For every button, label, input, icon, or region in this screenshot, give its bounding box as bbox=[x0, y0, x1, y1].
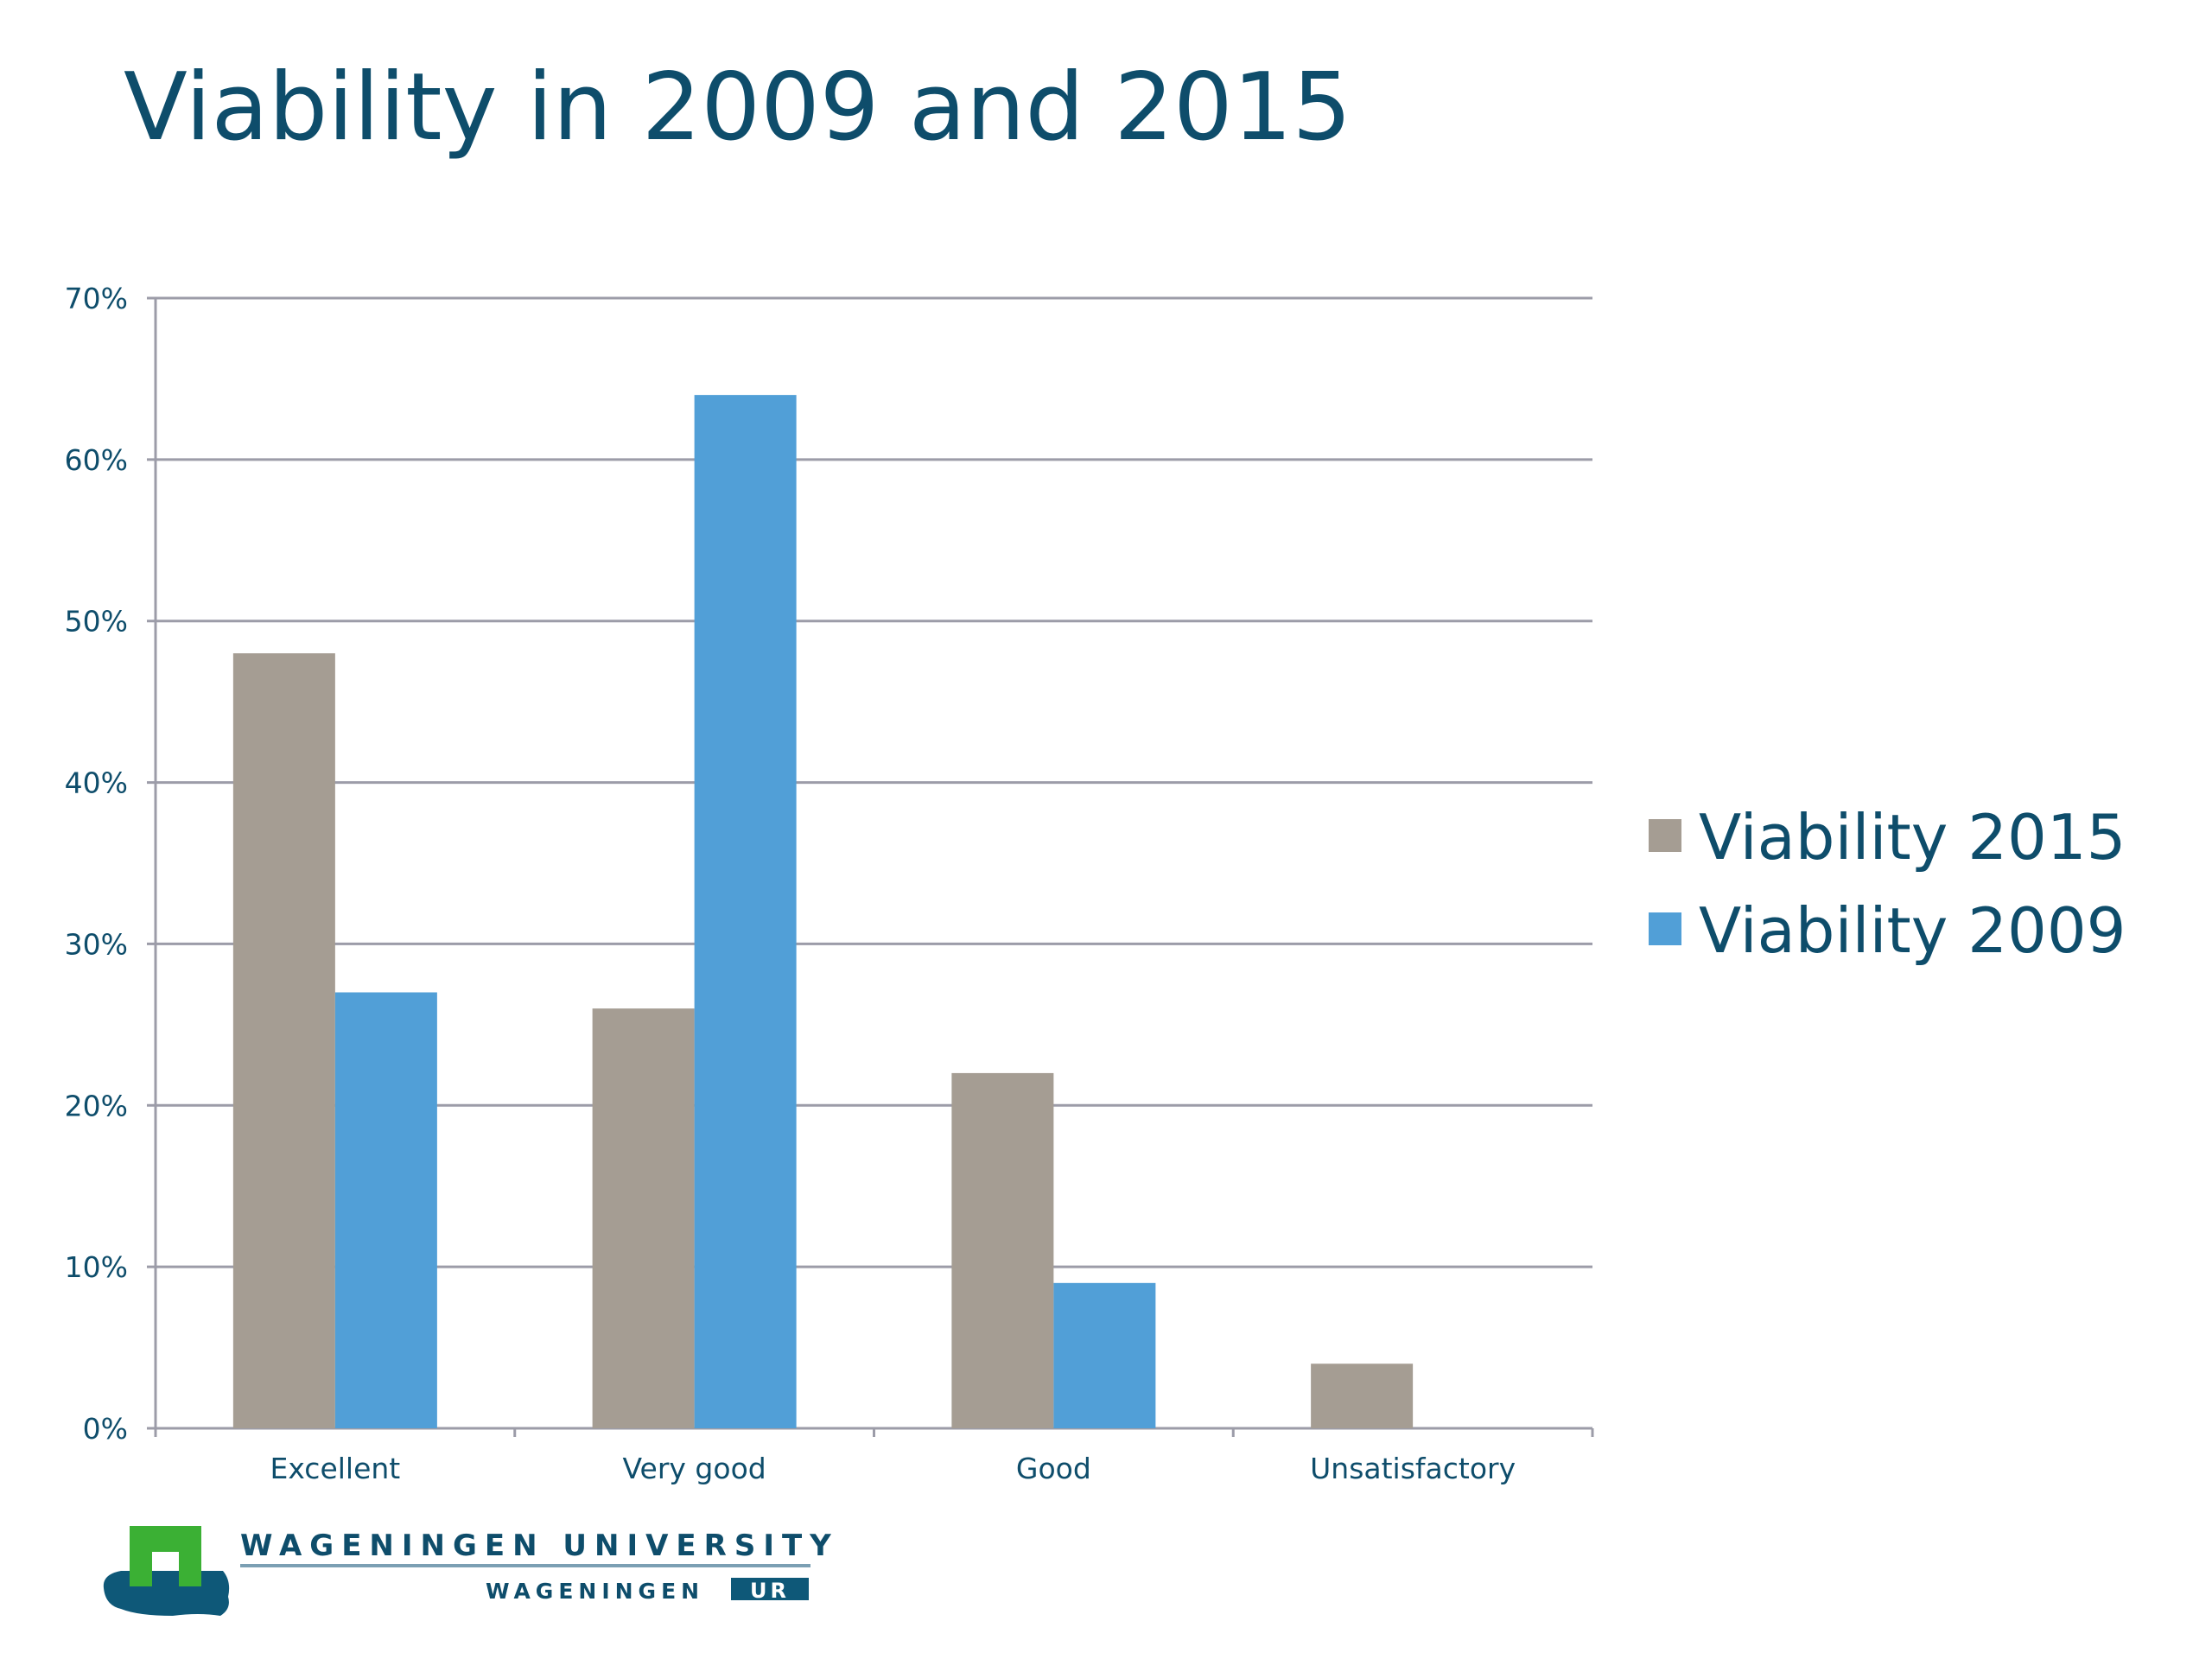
logo-gate-icon bbox=[130, 1526, 201, 1586]
logo-text-wageningen: WAGENINGEN bbox=[486, 1579, 704, 1604]
x-tick-label: Excellent bbox=[270, 1452, 401, 1485]
bar-viability-2015 bbox=[592, 1008, 695, 1428]
bar-viability-2015 bbox=[1311, 1363, 1414, 1428]
logo-text-university: WAGENINGEN UNIVERSITY bbox=[240, 1529, 839, 1563]
legend-swatch bbox=[1649, 912, 1681, 945]
y-tick-label: 60% bbox=[65, 443, 128, 477]
logo-badge-text: UR bbox=[750, 1579, 790, 1603]
y-tick-label: 70% bbox=[65, 282, 128, 315]
legend-label: Viability 2015 bbox=[1699, 801, 2126, 874]
y-tick-label: 30% bbox=[65, 927, 128, 961]
bar-viability-2009 bbox=[334, 992, 437, 1428]
x-tick-label: Good bbox=[1016, 1452, 1091, 1485]
logo-base-icon bbox=[103, 1571, 230, 1616]
y-tick-label: 40% bbox=[65, 766, 128, 800]
logo-badge bbox=[731, 1578, 809, 1600]
legend-label: Viability 2009 bbox=[1699, 894, 2126, 967]
y-tick-label: 0% bbox=[83, 1412, 128, 1446]
bar-viability-2009 bbox=[1053, 1282, 1156, 1428]
bar-viability-2009 bbox=[694, 395, 797, 1429]
y-tick-label: 10% bbox=[65, 1250, 128, 1284]
bar-viability-2015 bbox=[232, 653, 335, 1428]
legend-swatch bbox=[1649, 819, 1681, 852]
chart-title: Viability in 2009 and 2015 bbox=[124, 54, 1352, 162]
bar-viability-2015 bbox=[951, 1072, 1054, 1428]
y-tick-label: 20% bbox=[65, 1089, 128, 1122]
x-tick-label: Unsatisfactory bbox=[1310, 1452, 1516, 1485]
x-tick-label: Very good bbox=[623, 1452, 766, 1485]
y-tick-label: 50% bbox=[65, 605, 128, 639]
